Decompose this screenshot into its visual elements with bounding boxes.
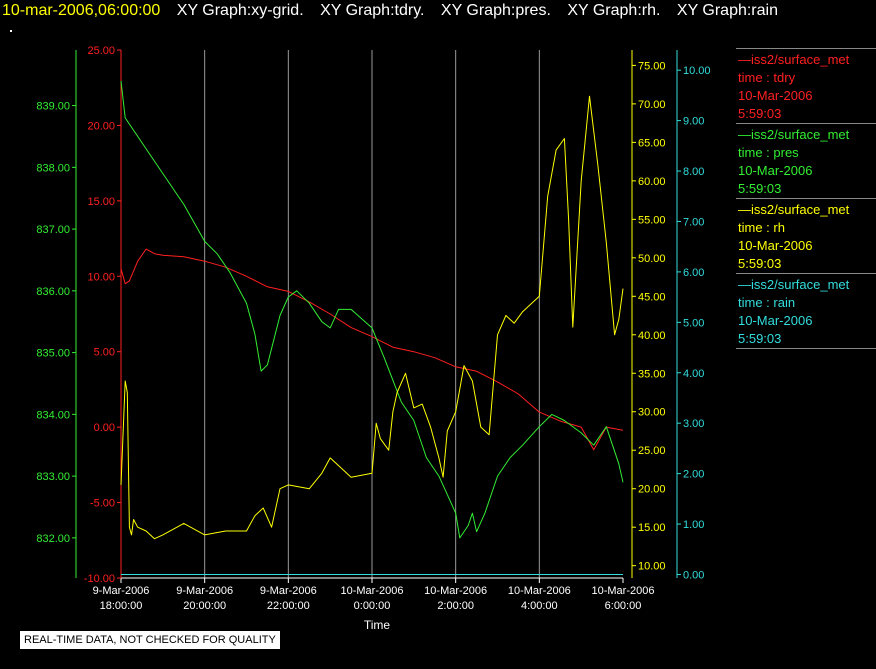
- pres-tick-label: 836.00: [36, 286, 70, 298]
- legend-entry-rh[interactable]: —iss2/surface_met time : rh 10-Mar-2006 …: [736, 198, 876, 273]
- rh-tick-label: 70.00: [638, 99, 666, 111]
- x-tick-label-date: 9-Mar-2006: [93, 585, 150, 597]
- rain-tick-label: 8.00: [683, 166, 704, 178]
- rh-tick-label: 40.00: [638, 330, 666, 342]
- header-graph-rain[interactable]: XY Graph:rain: [676, 2, 778, 19]
- legend-platform: —iss2/surface_met: [738, 277, 850, 292]
- legend-platform: —iss2/surface_met: [738, 202, 850, 217]
- legend: —iss2/surface_met time : tdry 10-Mar-200…: [736, 48, 876, 349]
- legend-date: 10-Mar-2006: [738, 163, 813, 178]
- rain-tick-label: 9.00: [683, 116, 704, 128]
- rh-tick-label: 35.00: [638, 368, 666, 380]
- rain-tick-label: 5.00: [683, 317, 704, 329]
- series-line-pres: [120, 80, 624, 539]
- pres-tick-label: 839.00: [36, 101, 70, 113]
- legend-variable: time : rain: [738, 295, 796, 310]
- x-axis-label: Time: [364, 618, 391, 632]
- legend-time: 5:59:03: [738, 256, 782, 271]
- legend-time: 5:59:03: [738, 106, 782, 121]
- rh-tick-label: 30.00: [638, 407, 666, 419]
- graph-header: 10-mar-2006,06:00:00 XY Graph:xy-grid. X…: [0, 2, 778, 24]
- x-tick-label-date: 10-Mar-2006: [508, 585, 571, 597]
- header-datetime: 10-mar-2006,06:00:00: [2, 2, 161, 19]
- tdry-tick-label: 5.00: [94, 347, 115, 359]
- rain-tick-label: 4.00: [683, 368, 704, 380]
- tdry-tick-label: 0.00: [94, 422, 115, 434]
- x-tick-label-time: 18:00:00: [100, 600, 143, 612]
- rh-tick-label: 10.00: [638, 561, 666, 573]
- rain-tick-label: 10.00: [683, 65, 711, 77]
- x-tick-label-date: 10-Mar-2006: [592, 585, 655, 597]
- tdry-tick-label: -10.00: [84, 573, 115, 585]
- header-marker-dot: [10, 30, 12, 32]
- series-line-rh: [120, 95, 624, 540]
- rh-tick-label: 15.00: [638, 522, 666, 534]
- x-tick-label-date: 10-Mar-2006: [424, 585, 487, 597]
- x-tick-label-date: 9-Mar-2006: [176, 585, 233, 597]
- x-tick-label-time: 22:00:00: [267, 600, 310, 612]
- x-tick-label-time: 6:00:00: [605, 600, 642, 612]
- rain-tick-label: 6.00: [683, 267, 704, 279]
- legend-time: 5:59:03: [738, 331, 782, 346]
- tdry-tick-label: 25.00: [87, 45, 115, 57]
- rain-tick-label: 7.00: [683, 216, 704, 228]
- pres-tick-label: 837.00: [36, 224, 70, 236]
- rh-tick-label: 50.00: [638, 253, 666, 265]
- x-tick-label-time: 20:00:00: [183, 600, 226, 612]
- rh-tick-label: 20.00: [638, 484, 666, 496]
- rain-tick-label: 0.00: [683, 569, 704, 581]
- series-line-tdry: [120, 248, 624, 451]
- rh-tick-label: 55.00: [638, 214, 666, 226]
- header-graph-xy-grid[interactable]: XY Graph:xy-grid.: [176, 2, 304, 19]
- rh-tick-label: 60.00: [638, 176, 666, 188]
- pres-tick-label: 838.00: [36, 162, 70, 174]
- legend-platform: —iss2/surface_met: [738, 127, 850, 142]
- legend-variable: time : tdry: [738, 70, 796, 85]
- legend-date: 10-Mar-2006: [738, 88, 813, 103]
- legend-variable: time : rh: [738, 220, 785, 235]
- rain-tick-label: 3.00: [683, 418, 704, 430]
- pres-tick-label: 835.00: [36, 348, 70, 360]
- legend-entry-pres[interactable]: —iss2/surface_met time : pres 10-Mar-200…: [736, 123, 876, 198]
- header-graph-tdry[interactable]: XY Graph:tdry.: [320, 2, 425, 19]
- x-tick-label-time: 2:00:00: [437, 600, 474, 612]
- pres-tick-label: 832.00: [36, 533, 70, 545]
- rh-tick-label: 65.00: [638, 137, 666, 149]
- x-tick-label-date: 9-Mar-2006: [260, 585, 317, 597]
- tdry-tick-label: 10.00: [87, 271, 115, 283]
- rain-tick-label: 1.00: [683, 519, 704, 531]
- legend-variable: time : pres: [738, 145, 799, 160]
- tdry-tick-label: 15.00: [87, 196, 115, 208]
- pres-tick-label: 834.00: [36, 409, 70, 421]
- legend-entry-rain[interactable]: —iss2/surface_met time : rain 10-Mar-200…: [736, 273, 876, 349]
- rh-tick-label: 25.00: [638, 445, 666, 457]
- tdry-tick-label: -5.00: [90, 498, 115, 510]
- header-graph-pres[interactable]: XY Graph:pres.: [440, 2, 551, 19]
- rh-tick-label: 75.00: [638, 60, 666, 72]
- rh-tick-label: 45.00: [638, 291, 666, 303]
- legend-date: 10-Mar-2006: [738, 238, 813, 253]
- pres-tick-label: 833.00: [36, 471, 70, 483]
- legend-date: 10-Mar-2006: [738, 313, 813, 328]
- quality-notice: REAL-TIME DATA, NOT CHECKED FOR QUALITY: [20, 631, 280, 649]
- legend-entry-tdry[interactable]: —iss2/surface_met time : tdry 10-Mar-200…: [736, 48, 876, 123]
- legend-time: 5:59:03: [738, 181, 782, 196]
- x-tick-label-time: 0:00:00: [354, 600, 391, 612]
- header-graph-rh[interactable]: XY Graph:rh.: [567, 2, 661, 19]
- tdry-tick-label: 20.00: [87, 120, 115, 132]
- x-tick-label-date: 10-Mar-2006: [341, 585, 404, 597]
- legend-platform: —iss2/surface_met: [738, 52, 850, 67]
- x-tick-label-time: 4:00:00: [521, 600, 558, 612]
- rain-tick-label: 2.00: [683, 469, 704, 481]
